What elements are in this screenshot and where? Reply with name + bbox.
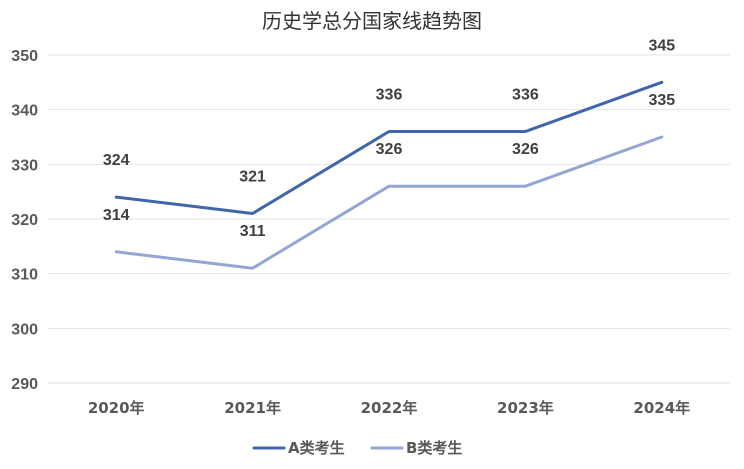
y-tick-label: 300 [11, 321, 38, 338]
y-tick-label: 290 [11, 376, 38, 393]
legend-label: A类考生 [288, 439, 345, 457]
x-tick-label: 2024年 [633, 399, 690, 417]
series-line-b [114, 135, 664, 270]
y-tick-label: 310 [11, 267, 38, 284]
data-labels: 324 321 336 336 345 314 311 326 326 335 [103, 37, 675, 240]
data-label: 345 [648, 37, 675, 54]
y-tick-label: 350 [11, 48, 38, 65]
series-line-a [114, 80, 664, 215]
data-label: 321 [239, 169, 266, 186]
data-label: 336 [512, 87, 539, 104]
gridlines [48, 54, 730, 384]
data-label: 311 [240, 223, 266, 240]
x-axis-ticks: 2020年 2021年 2022年 2023年 2024年 [88, 399, 690, 417]
legend-label: B类考生 [406, 439, 462, 457]
data-label: 326 [376, 141, 403, 158]
data-label: 336 [376, 87, 403, 104]
series-group [114, 80, 664, 270]
data-label: 326 [512, 141, 539, 158]
y-tick-label: 340 [11, 103, 38, 120]
x-tick-label: 2023年 [497, 399, 554, 417]
y-tick-label: 330 [11, 157, 38, 174]
y-tick-label: 320 [11, 212, 38, 229]
data-label: 335 [648, 92, 675, 109]
x-tick-label: 2020年 [88, 399, 145, 417]
x-tick-label: 2022年 [361, 399, 418, 417]
data-label: 314 [103, 207, 130, 224]
data-label: 324 [103, 152, 130, 169]
x-tick-label: 2021年 [224, 399, 281, 417]
chart-title: 历史学总分国家线趋势图 [262, 9, 482, 33]
y-axis-ticks: 290 300 310 320 330 340 350 [11, 48, 38, 393]
legend: A类考生 B类考生 [252, 439, 462, 457]
